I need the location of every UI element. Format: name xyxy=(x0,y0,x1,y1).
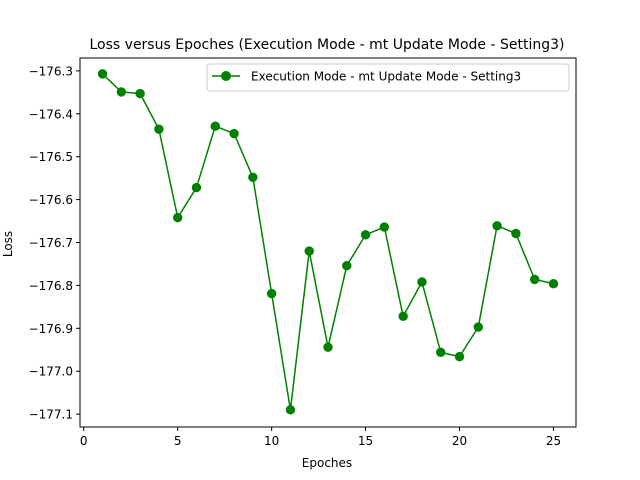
x-axis-label: Epoches xyxy=(302,456,352,470)
legend: Execution Mode - mt Update Mode - Settin… xyxy=(206,63,570,92)
data-point xyxy=(323,342,333,352)
x-tick-label: 20 xyxy=(452,434,467,448)
y-tick-label: −176.9 xyxy=(29,322,73,336)
chart-title: Loss versus Epoches (Execution Mode - mt… xyxy=(90,37,565,53)
legend-series-marker xyxy=(221,71,231,81)
data-point xyxy=(492,221,502,231)
data-point xyxy=(116,87,127,97)
data-point xyxy=(342,260,352,271)
data-point xyxy=(436,347,446,358)
data-point xyxy=(248,172,258,182)
data-point xyxy=(398,311,408,321)
y-tick-label: −177.1 xyxy=(29,408,73,422)
data-point xyxy=(304,246,314,256)
x-tick-label: 5 xyxy=(174,434,182,448)
data-point xyxy=(285,405,296,415)
y-axis-label: Loss xyxy=(1,231,15,257)
y-tick-label: −176.7 xyxy=(29,236,73,250)
data-point xyxy=(529,274,540,285)
data-point xyxy=(191,182,202,193)
y-tick-label: −176.8 xyxy=(29,279,73,293)
data-point xyxy=(266,288,277,299)
legend-series-label: Execution Mode - mt Update Mode - Settin… xyxy=(251,70,521,84)
y-tick-label: −176.6 xyxy=(29,193,73,207)
data-point xyxy=(473,322,484,332)
data-point xyxy=(97,69,108,79)
axes: 0 5 10 15 20 25 −176.3 −176.4 −176.5 −176.6 −176.7… xyxy=(29,57,577,448)
data-point xyxy=(154,124,164,134)
data-point xyxy=(229,128,239,139)
data-point xyxy=(511,228,521,239)
data-point xyxy=(454,351,465,362)
data-point xyxy=(360,230,371,240)
x-tick-label: 0 xyxy=(80,434,88,448)
data-point xyxy=(417,277,427,287)
y-tick-label: −176.5 xyxy=(29,150,73,164)
y-tick-label: −176.4 xyxy=(29,107,73,121)
x-tick-label: 10 xyxy=(264,434,279,448)
legend-frame xyxy=(206,63,570,92)
series-layer xyxy=(97,69,559,415)
data-point xyxy=(172,212,183,223)
y-tick-label: −177.0 xyxy=(29,365,73,379)
data-point xyxy=(548,278,559,289)
y-tick-label: −176.3 xyxy=(29,64,73,78)
data-point xyxy=(379,222,390,232)
x-tick-label: 15 xyxy=(358,434,373,448)
data-point xyxy=(135,88,145,99)
data-point xyxy=(210,121,220,131)
x-tick-label: 25 xyxy=(546,434,561,448)
